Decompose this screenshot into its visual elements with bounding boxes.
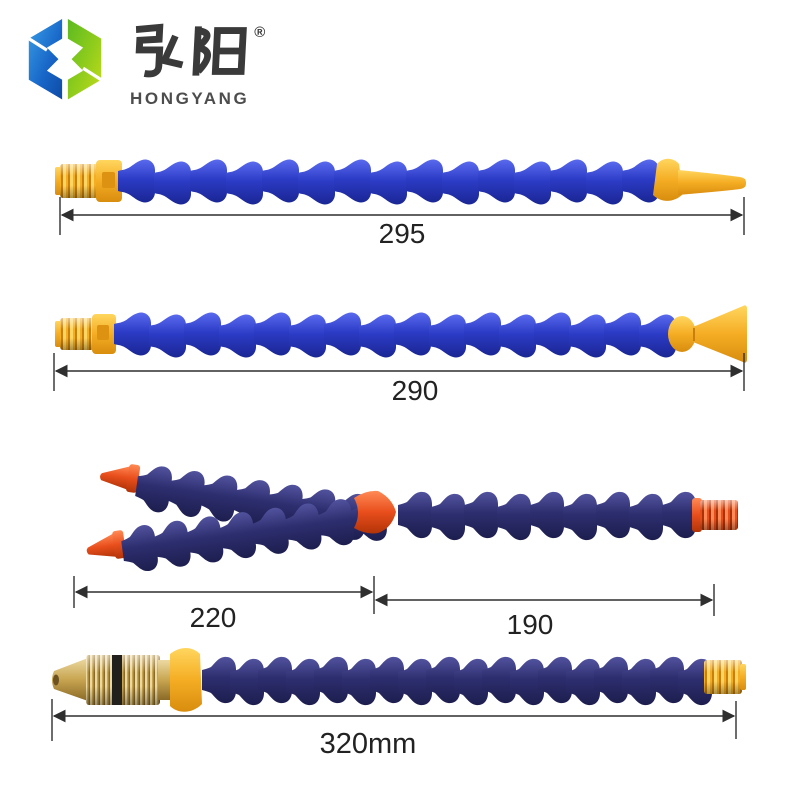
hose-segment bbox=[219, 314, 256, 358]
hose-segment bbox=[370, 161, 407, 205]
orange-tip-nozzle bbox=[86, 533, 118, 557]
hose-segment bbox=[596, 491, 630, 539]
dimension-295: 295 bbox=[59, 197, 745, 249]
hose-segment bbox=[534, 312, 571, 356]
threaded-connector-orange bbox=[692, 498, 738, 532]
hose-segment bbox=[184, 312, 221, 356]
brand-text-block: 弘阳 ® HONGYANG bbox=[130, 22, 265, 109]
dimension-220: 220 bbox=[73, 576, 375, 633]
right-branch bbox=[398, 491, 738, 541]
brass-nozzle bbox=[52, 655, 170, 705]
upper-branch bbox=[100, 463, 370, 542]
hose-body bbox=[202, 656, 712, 706]
hose-segment bbox=[569, 314, 606, 358]
hose-segment bbox=[298, 161, 335, 205]
dimension-320mm: 320mm bbox=[51, 699, 737, 760]
hose-segment bbox=[154, 161, 191, 205]
hose-segment bbox=[149, 314, 186, 358]
hose-segment bbox=[563, 493, 597, 541]
hose-segment bbox=[190, 159, 227, 203]
hose-segment bbox=[334, 159, 371, 203]
hose-segment bbox=[429, 314, 466, 358]
hongyang-logo-icon bbox=[27, 13, 103, 105]
hose-segment bbox=[497, 493, 531, 541]
dimension-290: 290 bbox=[53, 353, 745, 406]
hose-segment bbox=[184, 515, 225, 566]
hose-segment bbox=[514, 161, 551, 205]
flat-fan-nozzle bbox=[668, 305, 747, 363]
dimension-label: 290 bbox=[392, 375, 439, 406]
hose-segment bbox=[662, 491, 696, 539]
hose-segment bbox=[530, 491, 564, 539]
hose-segment bbox=[119, 523, 160, 575]
brand-name-chinese bbox=[135, 23, 247, 78]
hose-segment bbox=[499, 314, 536, 358]
threaded-connector-yellow bbox=[55, 160, 122, 202]
threaded-connector-yellow bbox=[55, 314, 116, 354]
hose-segment bbox=[166, 467, 207, 519]
hose-segment bbox=[431, 493, 465, 541]
hose-flat-fan-nozzle: 290 bbox=[53, 305, 747, 406]
hose-segment bbox=[464, 312, 501, 356]
hose-segment bbox=[198, 472, 239, 523]
hose-segment bbox=[406, 159, 443, 203]
hose-segment bbox=[604, 312, 641, 356]
hose-segment bbox=[324, 312, 361, 356]
dimension-label: 190 bbox=[507, 609, 554, 640]
hose-segment bbox=[152, 519, 193, 570]
lower-branch bbox=[86, 493, 389, 575]
threaded-connector-yellow bbox=[704, 660, 746, 694]
hose-segment bbox=[289, 314, 326, 358]
brand-name-latin: HONGYANG bbox=[130, 89, 250, 108]
hose-segment bbox=[398, 491, 432, 539]
hose-segment bbox=[622, 159, 659, 203]
hose-segment bbox=[262, 159, 299, 203]
hose-segment bbox=[586, 161, 623, 205]
hose-segment bbox=[118, 159, 155, 203]
hose-segment bbox=[226, 161, 263, 205]
hose-segment bbox=[254, 312, 291, 356]
orange-tip-nozzle bbox=[100, 466, 132, 490]
round-nozzle bbox=[653, 158, 746, 201]
y-type-double-hose: 220 190 bbox=[73, 463, 738, 640]
hose-segment bbox=[550, 159, 587, 203]
hose-segment bbox=[464, 491, 498, 539]
dimension-label: 295 bbox=[379, 218, 426, 249]
hose-body bbox=[114, 312, 676, 358]
dimension-label: 220 bbox=[190, 602, 237, 633]
hose-segment bbox=[359, 314, 396, 358]
dimension-label: 320mm bbox=[320, 728, 417, 760]
hose-segment bbox=[394, 312, 431, 356]
registered-trademark-icon: ® bbox=[254, 24, 266, 41]
hose-segment bbox=[114, 312, 151, 356]
yellow-collar bbox=[170, 648, 202, 712]
dimension-190: 190 bbox=[374, 584, 715, 640]
hose-body bbox=[118, 159, 659, 205]
hose-round-nozzle: 295 bbox=[55, 158, 746, 249]
hose-segment bbox=[629, 493, 663, 541]
brand-logo: 弘阳 ® HONGYANG bbox=[14, 6, 265, 114]
y-connector bbox=[354, 490, 396, 534]
hose-segment bbox=[478, 159, 515, 203]
hose-segment bbox=[442, 161, 479, 205]
hose-brass-nozzle: 320mm bbox=[51, 648, 746, 760]
